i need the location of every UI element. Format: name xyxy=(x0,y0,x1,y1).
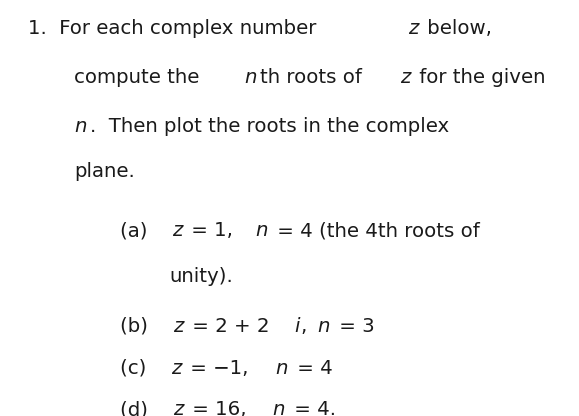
Text: (c): (c) xyxy=(120,359,159,378)
Text: .  Then plot the roots in the complex: . Then plot the roots in the complex xyxy=(90,117,449,136)
Text: = 2 + 2: = 2 + 2 xyxy=(186,317,270,336)
Text: (a): (a) xyxy=(120,221,160,240)
Text: = 4 (the 4th roots of: = 4 (the 4th roots of xyxy=(272,221,480,240)
Text: = 16,: = 16, xyxy=(186,400,253,416)
Text: = 4: = 4 xyxy=(291,359,333,378)
Text: n: n xyxy=(317,317,329,336)
Text: = 4.: = 4. xyxy=(288,400,336,416)
Text: z: z xyxy=(408,19,419,38)
Text: n: n xyxy=(275,359,288,378)
Text: for the given: for the given xyxy=(413,68,545,87)
Text: (b): (b) xyxy=(120,317,161,336)
Text: z: z xyxy=(173,400,183,416)
Text: = 1,: = 1, xyxy=(185,221,240,240)
Text: i: i xyxy=(294,317,299,336)
Text: plane.: plane. xyxy=(74,162,135,181)
Text: = 3: = 3 xyxy=(333,317,375,336)
Text: below,: below, xyxy=(422,19,492,38)
Text: z: z xyxy=(173,317,183,336)
Text: unity).: unity). xyxy=(169,267,233,286)
Text: n: n xyxy=(244,68,256,87)
Text: ,: , xyxy=(301,317,313,336)
Text: z: z xyxy=(172,221,182,240)
Text: 1.  For each complex number: 1. For each complex number xyxy=(28,19,323,38)
Text: = −1,: = −1, xyxy=(184,359,255,378)
Text: z: z xyxy=(400,68,410,87)
Text: n: n xyxy=(272,400,285,416)
Text: n: n xyxy=(74,117,87,136)
Text: th roots of: th roots of xyxy=(260,68,368,87)
Text: (d): (d) xyxy=(120,400,161,416)
Text: n: n xyxy=(255,221,267,240)
Text: compute the: compute the xyxy=(74,68,206,87)
Text: z: z xyxy=(171,359,181,378)
